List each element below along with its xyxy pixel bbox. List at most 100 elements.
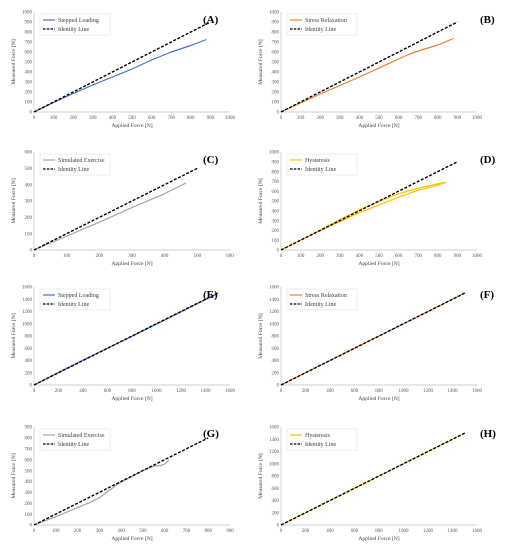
y-axis-title: Measured Force [N] (11, 313, 17, 358)
x-tick-label: 1000 (472, 254, 483, 259)
y-tick-label: 0 (277, 111, 280, 116)
data-series-line (33, 292, 219, 386)
legend-label: Identity Line (58, 167, 89, 173)
x-tick-label: 100 (297, 254, 305, 259)
x-tick-label: 1400 (448, 529, 459, 534)
panel-label: (G) (203, 428, 219, 440)
x-tick-label: 0 (280, 116, 283, 121)
y-tick-label: 1200 (22, 310, 33, 315)
x-tick-label: 800 (128, 389, 136, 394)
chart-panel-h: 0 200 400 600 800 1000 1200 1400 1600 0 200 400 600 8… (258, 426, 496, 542)
x-tick-label: 0 (33, 529, 36, 534)
legend-label: Identity Line (58, 442, 89, 448)
y-tick-label: 200 (272, 371, 280, 376)
y-tick-label: 0 (277, 524, 280, 529)
y-tick-label: 500 (25, 61, 33, 66)
chart-panel-e: 0 200 400 600 800 1000 1200 1400 1600 0 200 400 600 8… (11, 286, 236, 402)
y-tick-label: 1600 (269, 286, 280, 291)
y-axis-title: Measured Force [N] (11, 39, 17, 84)
x-tick-label: 500 (194, 254, 202, 259)
legend-box (39, 153, 111, 176)
y-tick-label: 100 (272, 239, 280, 244)
y-tick-label: 800 (272, 475, 280, 480)
x-tick-label: 200 (69, 116, 77, 121)
y-axis-title: Measured Force [N] (258, 39, 264, 84)
y-tick-label: 300 (25, 200, 33, 205)
x-tick-label: 100 (50, 116, 58, 121)
x-axis-title: Applied Force [N] (111, 123, 152, 129)
chart-panel-f: 0 200 400 600 800 1000 1200 1400 1600 0 200 400 600 8… (258, 286, 494, 402)
y-tick-label: 400 (25, 480, 33, 485)
y-tick-label: 0 (277, 384, 280, 389)
y-tick-label: 600 (25, 151, 33, 156)
y-tick-label: 100 (25, 513, 33, 518)
chart-panel-b: 0 100 200 300 400 500 600 700 800 900 1000 0 100 200 3… (258, 11, 495, 129)
legend-label: Identity Line (58, 27, 89, 33)
y-tick-label: 200 (25, 91, 33, 96)
y-tick-label: 0 (277, 249, 280, 254)
x-tick-label: 400 (109, 116, 117, 121)
x-tick-label: 1600 (225, 389, 236, 394)
y-tick-label: 600 (272, 190, 280, 195)
legend: Stress Relaxation Identity Line (286, 13, 358, 36)
y-tick-label: 400 (272, 359, 280, 364)
x-tick-label: 200 (74, 529, 82, 534)
x-tick-label: 200 (302, 389, 310, 394)
identity-line-series (33, 437, 209, 526)
x-tick-label: 100 (297, 116, 305, 121)
y-tick-label: 1000 (269, 151, 280, 156)
y-tick-label: 800 (272, 170, 280, 175)
y-tick-label: 900 (272, 21, 280, 26)
x-axis-title: Applied Force [N] (358, 261, 399, 267)
legend: Hysteresis Identity Line (286, 428, 358, 451)
y-tick-label: 600 (272, 347, 280, 352)
x-tick-label: 200 (96, 254, 104, 259)
legend: Simulated Exercise Identity Line (39, 428, 111, 451)
y-tick-label: 300 (272, 81, 280, 86)
data-series-line (280, 181, 447, 251)
y-tick-label: 1000 (22, 11, 33, 16)
x-tick-label: 1600 (472, 389, 483, 394)
x-tick-label: 500 (375, 116, 383, 121)
x-tick-label: 800 (434, 254, 442, 259)
x-tick-label: 600 (351, 529, 359, 534)
legend: Simulated Exercise Identity Line (39, 153, 111, 176)
y-tick-label: 600 (272, 51, 280, 56)
legend-label: Simulated Exercise (58, 158, 105, 164)
x-tick-label: 200 (316, 254, 324, 259)
y-axis-title: Measured Force [N] (258, 178, 264, 223)
legend-label: Hysteresis (305, 433, 331, 439)
x-tick-label: 300 (336, 116, 344, 121)
y-tick-label: 1000 (22, 322, 33, 327)
x-tick-label: 400 (356, 116, 364, 121)
y-tick-label: 600 (272, 487, 280, 492)
y-tick-label: 300 (25, 81, 33, 86)
x-tick-label: 400 (326, 529, 334, 534)
y-tick-label: 400 (272, 499, 280, 504)
legend-label: Identity Line (305, 442, 336, 448)
y-tick-label: 1600 (22, 286, 33, 291)
identity-line-series (280, 432, 466, 526)
y-tick-label: 300 (25, 491, 33, 496)
data-series-line (33, 459, 170, 526)
y-tick-label: 700 (25, 447, 33, 452)
y-tick-label: 500 (272, 61, 280, 66)
x-tick-label: 700 (167, 116, 175, 121)
panel-label: (E) (203, 289, 218, 301)
y-tick-label: 0 (30, 384, 33, 389)
x-tick-label: 1400 (201, 389, 212, 394)
x-tick-label: 1000 (152, 389, 163, 394)
identity-line-series (280, 21, 458, 113)
data-series-line (33, 38, 207, 113)
x-tick-label: 800 (375, 529, 383, 534)
panel-label: (A) (203, 14, 219, 26)
legend-box (286, 288, 358, 311)
x-tick-label: 1000 (225, 116, 236, 121)
y-tick-label: 900 (272, 161, 280, 166)
legend-box (39, 428, 111, 451)
chart-panel-d: 0 100 200 300 400 500 600 700 800 900 1000 0 100 200 3… (258, 151, 496, 267)
chart-panel-c: 0 100 200 300 400 500 600 0 100 200 300 400 500 600 Ap… (11, 151, 234, 267)
y-axis-title: Measured Force [N] (11, 178, 17, 223)
y-tick-label: 100 (25, 101, 33, 106)
legend-label: Stepped Loading (58, 18, 99, 24)
